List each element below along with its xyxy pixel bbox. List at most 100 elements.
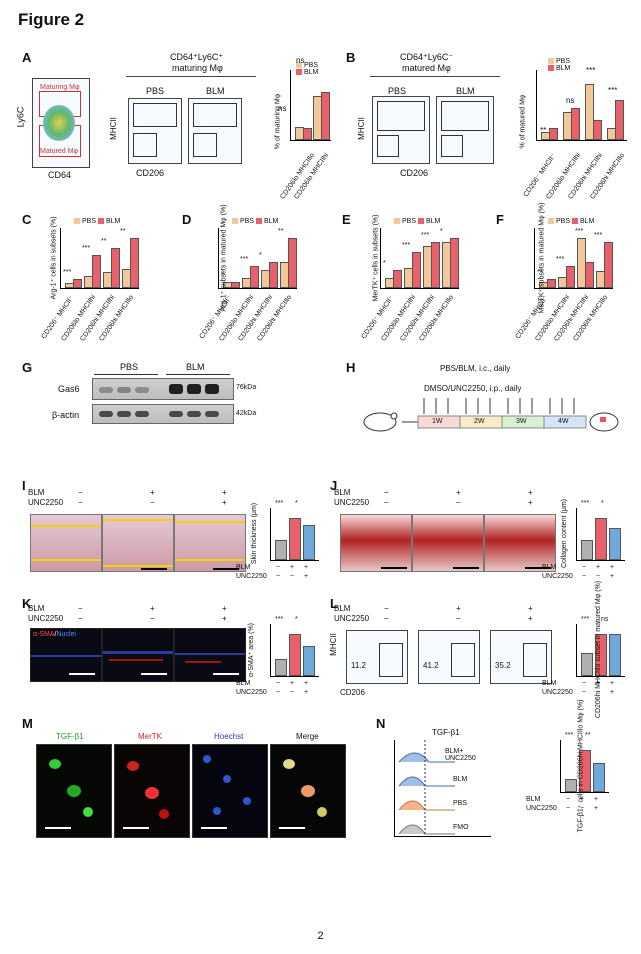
n-trace-4: FMO bbox=[453, 824, 469, 831]
i-histology-blm bbox=[102, 514, 174, 572]
bar-E bbox=[450, 238, 459, 288]
bar-F bbox=[585, 262, 594, 288]
sig-N-2: ** bbox=[585, 732, 591, 739]
chart-J: *** * bbox=[576, 500, 625, 561]
flow-plot-b-blm bbox=[436, 96, 494, 164]
panel-label-e: E bbox=[342, 212, 351, 227]
L-treat-row: UNC2250 bbox=[542, 689, 573, 696]
l-treatment-header-cell: − bbox=[384, 614, 389, 623]
flow-plot-a-blm bbox=[188, 98, 242, 164]
bar-J bbox=[609, 528, 621, 560]
l-treatment-header-row-1: UNC2250 bbox=[334, 614, 370, 623]
chart-D: * *** * ** bbox=[218, 228, 297, 289]
l-gate-value-blm: 41.2 bbox=[423, 661, 439, 670]
g-row-actin: β-actin bbox=[52, 410, 80, 420]
a-sig-1: ns bbox=[278, 104, 287, 113]
K-treat-cell: − bbox=[276, 680, 281, 687]
l-flow-y: MHCII bbox=[328, 633, 338, 656]
j-sirius-ctrl bbox=[340, 514, 412, 572]
page-number: 2 bbox=[317, 930, 324, 942]
bar-D bbox=[250, 266, 259, 288]
chart-N: *** ** bbox=[560, 732, 609, 793]
b-flow-x: CD206 bbox=[400, 168, 429, 178]
j-treatment-header-row-0: BLM bbox=[334, 488, 351, 497]
n-title: TGF-β1 bbox=[432, 728, 460, 737]
L-treat-cell: + bbox=[610, 680, 615, 687]
l-gate-value-blm-unc: 35.2 bbox=[495, 661, 511, 670]
i-treatment-header-cell: − bbox=[150, 498, 155, 507]
bar-D bbox=[269, 262, 278, 288]
b-chart-ylabel: % of matured Mφ bbox=[519, 94, 527, 149]
chart-K: *** * bbox=[270, 616, 319, 677]
i-treatment-header-row-0: BLM bbox=[28, 488, 45, 497]
L-treat-cell: + bbox=[596, 680, 601, 687]
bar-J bbox=[595, 518, 607, 560]
k-stain-nuclei: Nuclei bbox=[56, 631, 76, 638]
k-stain-asma: α-SMA bbox=[33, 631, 55, 638]
K-treat-cell: + bbox=[304, 689, 309, 696]
ylabel-L: CD206hi MHCIIlo subset in matured Mφ (%) bbox=[595, 580, 603, 719]
n-trace-2: BLM bbox=[453, 776, 468, 783]
N-treat-row: UNC2250 bbox=[526, 805, 557, 812]
m-channel-tgfb1: TGF-β1 bbox=[56, 732, 84, 741]
k-treatment-header-cell: + bbox=[150, 604, 155, 613]
J-treat-cell: + bbox=[610, 573, 615, 580]
h-line2: DMSO/UNC2250, i.p., daily bbox=[424, 384, 522, 393]
k-if-blm-unc bbox=[174, 628, 246, 682]
flow-plot-a-pbs bbox=[128, 98, 182, 164]
i-treatment-header-row-1: UNC2250 bbox=[28, 498, 64, 507]
sig-C: *** bbox=[63, 269, 72, 276]
western-blot-actin bbox=[92, 404, 234, 424]
chart-F: ** *** *** *** bbox=[534, 228, 613, 289]
bar-K bbox=[289, 634, 301, 676]
sig-D: *** bbox=[240, 256, 249, 263]
panel-label-g: G bbox=[22, 360, 33, 375]
a-plot-label-pbs: PBS bbox=[146, 86, 165, 96]
l-treatment-header-cell: + bbox=[528, 614, 533, 623]
l-flow-blm: 41.2 bbox=[418, 630, 480, 684]
h-week-3: 3W bbox=[516, 418, 527, 425]
b-header: CD64⁺Ly6C⁻ bbox=[400, 52, 454, 62]
J-treat-row: BLM bbox=[542, 564, 557, 571]
k-treatment-header-cell: + bbox=[222, 604, 227, 613]
N-treat-cell: − bbox=[566, 805, 571, 812]
j-treatment-header-cell: − bbox=[456, 498, 461, 507]
panel-label-b: B bbox=[346, 50, 356, 65]
L-treat-cell: − bbox=[582, 689, 587, 696]
N-treat-cell: + bbox=[594, 805, 599, 812]
k-treatment-header-row-0: BLM bbox=[28, 604, 45, 613]
a-chart-ylabel: % of maturing Mφ bbox=[274, 93, 282, 150]
bar-J bbox=[581, 540, 593, 560]
a-plot-label-blm: BLM bbox=[206, 86, 225, 96]
sig-D: * bbox=[259, 252, 262, 259]
bar-I bbox=[275, 540, 287, 560]
g-row-gas6: Gas6 bbox=[58, 384, 80, 394]
sig-N-1: *** bbox=[565, 732, 574, 739]
L-treat-cell: − bbox=[596, 689, 601, 696]
sig-K-2: * bbox=[295, 616, 298, 623]
ylabel-I: Skin thickness (μm) bbox=[251, 502, 259, 565]
m-channel-merge: Merge bbox=[296, 732, 319, 741]
h-week-1: 1W bbox=[432, 418, 443, 425]
i-treatment-header-cell: − bbox=[78, 498, 83, 507]
chart-L: *** ns bbox=[576, 616, 625, 677]
panel-label-h: H bbox=[346, 360, 356, 375]
n-trace-3: PBS bbox=[453, 800, 468, 807]
I-treat-row: BLM bbox=[236, 564, 251, 571]
k-treatment-header-cell: + bbox=[222, 614, 227, 623]
k-if-blm bbox=[102, 628, 174, 682]
J-treat-cell: − bbox=[582, 573, 587, 580]
m-channel-hoechst: Hoechst bbox=[214, 732, 244, 741]
N-treat-cell: − bbox=[566, 796, 571, 803]
bar-K bbox=[303, 646, 315, 676]
bar-E bbox=[412, 252, 421, 288]
J-treat-cell: + bbox=[610, 564, 615, 571]
h-line1: PBS/BLM, i.c., daily bbox=[440, 364, 511, 373]
b-sig-2: ns bbox=[566, 96, 575, 105]
bar-K bbox=[275, 659, 287, 676]
panel-label-n: N bbox=[376, 716, 386, 731]
bar-L bbox=[595, 634, 607, 676]
I-treat-row: UNC2250 bbox=[236, 573, 267, 580]
l-flow-pbs: 11.2 bbox=[346, 630, 408, 684]
i-histology-blm-unc bbox=[174, 514, 246, 572]
